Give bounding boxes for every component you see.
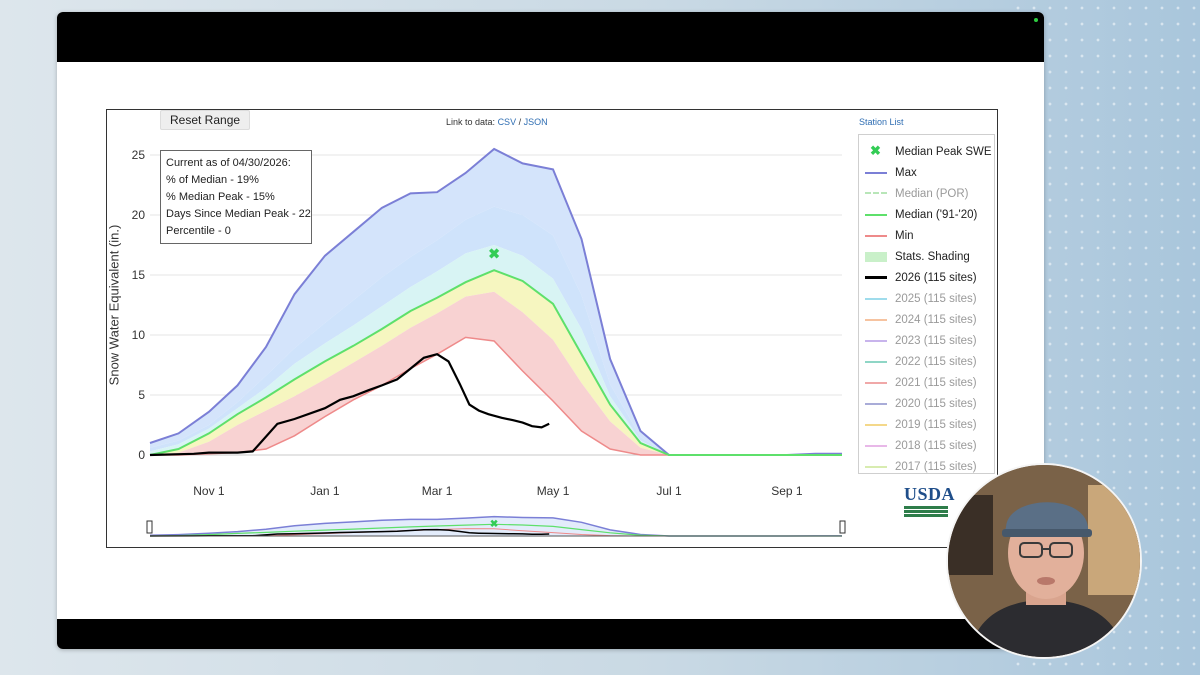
usda-logo-text: USDA	[904, 484, 956, 504]
legend-label: 2023 (115 sites)	[895, 334, 977, 347]
legend-label: Stats. Shading	[895, 250, 970, 263]
letterbox-top	[57, 12, 1044, 62]
legend-label: 2022 (115 sites)	[895, 355, 977, 368]
x-tick-label: May 1	[537, 484, 570, 498]
y-tick-label: 0	[138, 448, 145, 462]
csv-link[interactable]: CSV	[497, 117, 517, 127]
legend-label: 2017 (115 sites)	[895, 460, 977, 473]
usda-logo: USDA	[904, 484, 956, 517]
x-marker-icon: ✖	[870, 142, 881, 158]
legend-swatch	[865, 294, 887, 304]
legend-swatch	[865, 441, 887, 451]
usda-logo-stripe	[904, 514, 948, 517]
legend-item[interactable]: Median ('91-'20)	[859, 204, 994, 225]
legend-swatch	[865, 420, 887, 430]
legend-item[interactable]: ✖ Median Peak SWE	[859, 141, 994, 162]
legend-label: 2019 (115 sites)	[895, 418, 977, 431]
series-median-line	[149, 269, 842, 456]
legend-label: 2024 (115 sites)	[895, 313, 977, 326]
link-separator: /	[518, 117, 522, 127]
presenter-avatar	[948, 465, 1140, 657]
y-tick-label: 5	[138, 388, 145, 402]
legend-swatch	[865, 399, 887, 409]
link-to-data: Link to data: CSV / JSON	[446, 117, 548, 127]
y-tick-label: 15	[132, 268, 146, 282]
legend-swatch	[865, 315, 887, 325]
legend-item[interactable]: 2022 (115 sites)	[859, 351, 994, 372]
reset-range-button[interactable]: Reset Range	[160, 110, 251, 130]
navigator-median-peak-marker: ✖	[490, 519, 498, 530]
chart-legend: ✖ Median Peak SWE Max Median (POR) Median ('…	[858, 134, 995, 474]
info-days-since-peak: Days Since Median Peak - 22	[166, 208, 311, 220]
legend-swatch	[865, 336, 887, 346]
x-tick-label: Jan 1	[310, 484, 340, 498]
legend-label: 2021 (115 sites)	[895, 376, 977, 389]
json-link[interactable]: JSON	[523, 117, 548, 127]
median-peak-marker: ✖	[488, 245, 500, 261]
legend-item[interactable]: 2023 (115 sites)	[859, 330, 994, 351]
usda-logo-stripe	[904, 510, 948, 513]
info-date: Current as of 04/30/2026:	[166, 157, 291, 169]
legend-item[interactable]: Stats. Shading	[859, 246, 994, 267]
legend-item[interactable]: 2021 (115 sites)	[859, 372, 994, 393]
series-2026-line	[149, 353, 550, 457]
navigator-fill	[150, 516, 842, 536]
legend-item[interactable]: 2025 (115 sites)	[859, 288, 994, 309]
legend-label: 2025 (115 sites)	[895, 292, 977, 305]
legend-label: 2020 (115 sites)	[895, 397, 977, 410]
status-dot	[1034, 18, 1038, 22]
y-tick-label: 10	[132, 328, 146, 342]
legend-swatch	[865, 251, 887, 262]
link-prefix: Link to data:	[446, 117, 496, 127]
webcam-presenter	[946, 463, 1142, 659]
legend-label: Median ('91-'20)	[895, 208, 978, 221]
legend-item[interactable]: 2024 (115 sites)	[859, 309, 994, 330]
navigator-left-handle[interactable]	[146, 520, 153, 534]
legend-label: 2026 (115 sites)	[895, 271, 977, 284]
station-list-link[interactable]: Station List	[859, 117, 904, 127]
x-tick-label: Jul 1	[656, 484, 682, 498]
legend-swatch	[865, 168, 887, 178]
y-tick-label: 20	[132, 208, 146, 222]
legend-item[interactable]: Max	[859, 162, 994, 183]
legend-label: Median Peak SWE	[895, 145, 992, 158]
navigator-right-handle[interactable]	[839, 520, 846, 534]
legend-item[interactable]: 2020 (115 sites)	[859, 393, 994, 414]
usda-logo-stripe	[904, 506, 948, 509]
legend-swatch	[865, 231, 887, 241]
band-lower	[150, 291, 842, 455]
legend-item[interactable]: 2019 (115 sites)	[859, 414, 994, 435]
x-tick-label: Sep 1	[771, 484, 803, 498]
legend-swatch	[865, 273, 887, 283]
info-pct-median: % of Median - 19%	[166, 174, 259, 186]
legend-item[interactable]: 2026 (115 sites)	[859, 267, 994, 288]
legend-label: 2018 (115 sites)	[895, 439, 977, 452]
legend-item[interactable]: 2017 (115 sites)	[859, 456, 994, 477]
legend-item[interactable]: 2018 (115 sites)	[859, 435, 994, 456]
legend-swatch	[865, 357, 887, 367]
legend-label: Median (POR)	[895, 187, 969, 200]
legend-swatch	[865, 210, 887, 220]
y-tick-label: 25	[132, 148, 146, 162]
letterbox-bottom	[57, 619, 1044, 649]
info-percentile: Percentile - 0	[166, 225, 231, 237]
legend-label: Min	[895, 229, 914, 242]
legend-swatch	[865, 378, 887, 388]
info-pct-median-peak: % Median Peak - 15%	[166, 191, 275, 203]
legend-swatch	[865, 189, 887, 199]
legend-item[interactable]: Min	[859, 225, 994, 246]
legend-swatch	[865, 462, 887, 472]
legend-label: Max	[895, 166, 917, 179]
current-status-box: Current as of 04/30/2026: % of Median - …	[160, 150, 312, 244]
legend-item[interactable]: Median (POR)	[859, 183, 994, 204]
x-tick-label: Nov 1	[193, 484, 225, 498]
y-axis-title: Snow Water Equivalent (in.)	[106, 224, 122, 386]
x-tick-label: Mar 1	[422, 484, 453, 498]
